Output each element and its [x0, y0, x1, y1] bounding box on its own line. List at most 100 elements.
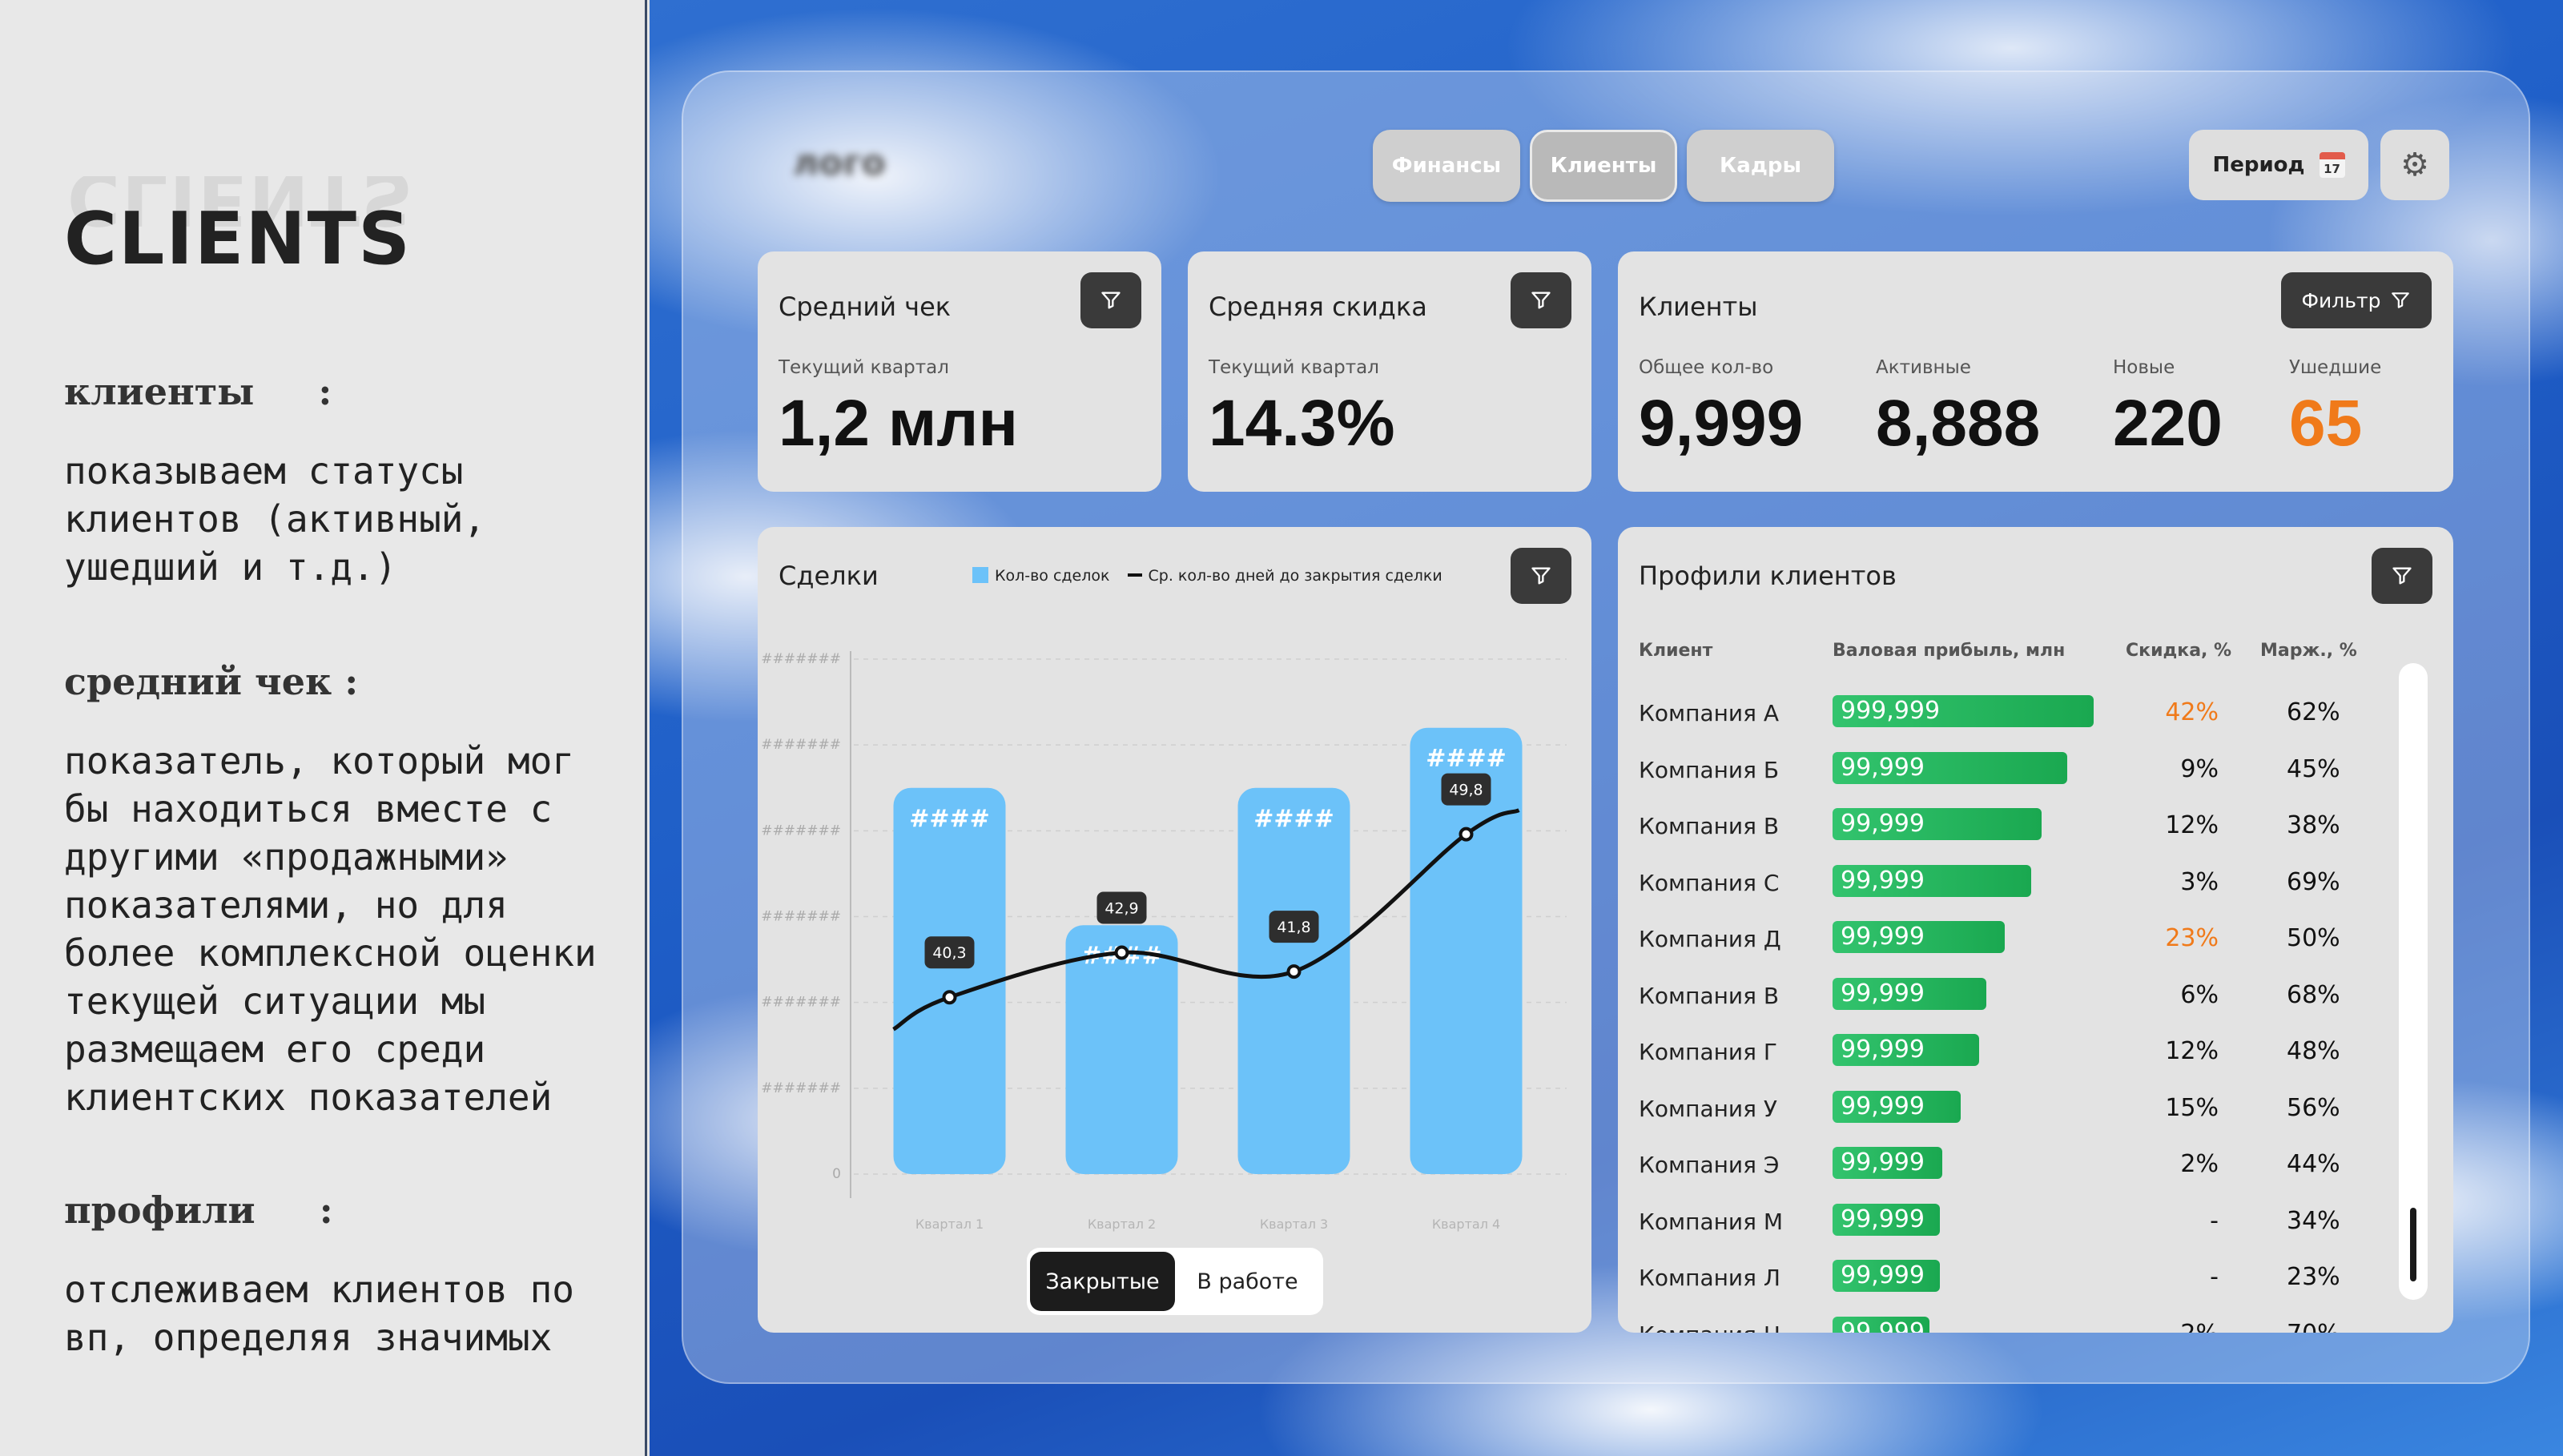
client-name: Компания Г	[1639, 1039, 1777, 1065]
note-text-avg-check: показатель, который мог бы находиться вм…	[64, 739, 597, 1119]
x-tick-label: Квартал 3	[1260, 1217, 1328, 1232]
note-text-profiles: отслеживаем клиентов по вп, определяя зн…	[64, 1268, 574, 1359]
margin-value: 45%	[2287, 754, 2340, 783]
stat-label-active: Активные	[1876, 357, 1971, 378]
client-name: Компания Л	[1639, 1265, 1780, 1291]
brand-title: CLIENTS	[64, 197, 412, 281]
margin-value: 68%	[2287, 980, 2340, 1009]
deals-title: Сделки	[779, 561, 879, 591]
client-name: Компания М	[1639, 1208, 1784, 1235]
tab-clients[interactable]: Клиенты	[1530, 130, 1677, 202]
y-tick-label: #######	[761, 909, 841, 925]
y-tick-label: #######	[761, 823, 841, 839]
client-name: Компания У	[1639, 1095, 1777, 1122]
profit-bar: 99,999	[1833, 1034, 1979, 1066]
tab-staff[interactable]: Кадры	[1687, 130, 1834, 202]
margin-value: 34%	[2287, 1206, 2340, 1235]
chart-bar	[1065, 925, 1178, 1174]
table-row[interactable]: Компания Э 99,999 2% 44%	[1618, 1136, 2451, 1193]
discount-value: 23%	[2165, 924, 2219, 952]
point-label-badge	[1096, 891, 1147, 924]
discount-value: 6%	[2180, 980, 2219, 1009]
table-row[interactable]: Компания А 999,999 42% 62%	[1618, 684, 2451, 741]
profiles-filter-button[interactable]	[2372, 548, 2432, 604]
legend-line-label: Ср. кол-во дней до закрытия сделки	[1148, 567, 1442, 585]
period-label: Период	[2212, 153, 2305, 177]
period-button[interactable]: Период 17	[2189, 130, 2368, 200]
margin-value: 38%	[2287, 811, 2340, 839]
legend-line: Ср. кол-во дней до закрытия сделки	[1127, 567, 1442, 585]
point-label: 40,3	[932, 944, 966, 962]
scrollbar-thumb[interactable]	[2410, 1208, 2416, 1281]
chart-bar	[1410, 727, 1523, 1174]
table-row[interactable]: Компания С 99,999 3% 69%	[1618, 854, 2451, 911]
settings-button[interactable]: ⚙	[2380, 130, 2449, 200]
stat-label-total: Общее кол-во	[1639, 357, 1774, 378]
table-row[interactable]: Компания Н 99,999 2% 70%	[1618, 1305, 2451, 1333]
profit-bar: 99,999	[1833, 1260, 1940, 1292]
margin-value: 48%	[2287, 1037, 2340, 1065]
discount-value: 42%	[2165, 698, 2219, 726]
deals-card: Сделки Кол-во сделок Ср. кол-во дней до …	[758, 527, 1591, 1333]
clients-filter-button[interactable]: Фильтр	[2281, 272, 2432, 328]
logo: лого	[793, 143, 886, 183]
avg-discount-filter-button[interactable]	[1511, 272, 1571, 328]
toggle-in-progress[interactable]: В работе	[1197, 1269, 1298, 1294]
line-point	[1286, 964, 1302, 979]
column-margin: Марж., %	[2260, 641, 2357, 661]
point-label-badge	[1269, 911, 1319, 943]
margin-value: 50%	[2287, 924, 2340, 952]
point-label: 41,8	[1277, 919, 1310, 936]
point-label-badge	[1441, 773, 1491, 806]
stat-label-new: Новые	[2113, 357, 2175, 378]
avg-discount-value: 14.3%	[1209, 387, 1395, 460]
avg-check-filter-button[interactable]	[1080, 272, 1141, 328]
profit-bar: 99,999	[1833, 864, 2031, 897]
discount-value: -	[2210, 1206, 2219, 1235]
discount-value: 12%	[2165, 1037, 2219, 1065]
client-name: Компания Б	[1639, 756, 1780, 783]
note-heading-avg-check: средний чек :	[64, 660, 359, 703]
table-row[interactable]: Компания Г 99,999 12% 48%	[1618, 1023, 2451, 1080]
table-row[interactable]: Компания У 99,999 15% 56%	[1618, 1080, 2451, 1136]
tab-finance[interactable]: Финансы	[1373, 130, 1520, 202]
discount-value: 2%	[2180, 1320, 2219, 1333]
toggle-closed[interactable]: Закрытые	[1030, 1252, 1175, 1311]
margin-value: 62%	[2287, 698, 2340, 726]
point-label: 49,8	[1449, 782, 1483, 799]
table-row[interactable]: Компания Д 99,999 23% 50%	[1618, 910, 2451, 967]
client-name: Компания В	[1639, 982, 1780, 1009]
profit-bar: 99,999	[1833, 1147, 1942, 1179]
margin-value: 70%	[2287, 1320, 2340, 1333]
note-text-clients: показываем статусы клиентов (активный, у…	[64, 449, 486, 589]
stat-value-churned: 65	[2289, 387, 2363, 460]
column-client: Клиент	[1639, 641, 1713, 661]
table-row[interactable]: Компания В 99,999 6% 68%	[1618, 967, 2451, 1024]
filter-icon	[2392, 292, 2410, 308]
deals-filter-button[interactable]	[1511, 548, 1571, 604]
discount-value: 3%	[2180, 867, 2219, 896]
y-tick-label: #######	[761, 737, 841, 753]
profiles-scrollbar[interactable]	[2399, 663, 2428, 1300]
profit-bar: 99,999	[1833, 1316, 1929, 1333]
table-row[interactable]: Компания М 99,999 - 34%	[1618, 1193, 2451, 1249]
column-profit: Валовая прибыль, млн	[1833, 641, 2066, 661]
table-row[interactable]: Компания В 99,999 12% 38%	[1618, 797, 2451, 854]
profit-bar: 99,999	[1833, 921, 2006, 953]
margin-value: 23%	[2287, 1263, 2340, 1291]
table-row[interactable]: Компания Б 99,999 9% 45%	[1618, 741, 2451, 798]
client-name: Компания С	[1639, 869, 1780, 896]
client-name: Компания Н	[1639, 1321, 1780, 1333]
clients-title: Клиенты	[1639, 292, 1758, 322]
discount-value: 9%	[2180, 754, 2219, 783]
table-row[interactable]: Компания Л 99,999 - 23%	[1618, 1249, 2451, 1305]
avg-discount-period: Текущий квартал	[1209, 357, 1379, 378]
discount-value: -	[2210, 1263, 2219, 1291]
avg-discount-card: Средняя скидка Текущий квартал 14.3%	[1188, 251, 1591, 492]
filter-icon	[1101, 292, 1121, 309]
profiles-title: Профили клиентов	[1639, 561, 1897, 591]
client-name: Компания Д	[1639, 926, 1781, 952]
clients-filter-label: Фильтр	[2301, 288, 2381, 312]
profit-bar: 999,999	[1833, 695, 2094, 727]
profit-bar: 99,999	[1833, 1203, 1940, 1236]
